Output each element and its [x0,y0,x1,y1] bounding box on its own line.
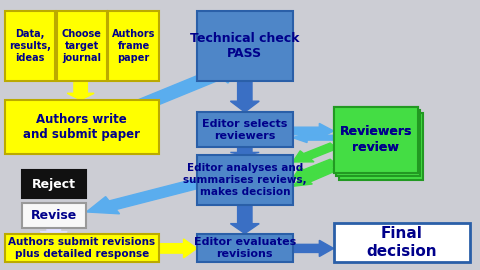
Text: Editor selects
reviewers: Editor selects reviewers [202,119,288,141]
FancyBboxPatch shape [108,11,159,81]
Polygon shape [86,179,200,214]
Text: Choose
target
journal: Choose target journal [62,29,102,63]
FancyBboxPatch shape [197,11,293,81]
FancyBboxPatch shape [334,223,470,262]
Polygon shape [230,205,259,234]
Text: Reviewers
review: Reviewers review [339,126,412,154]
Polygon shape [293,133,334,143]
Polygon shape [293,240,334,256]
Polygon shape [293,159,337,178]
Polygon shape [230,147,259,155]
FancyBboxPatch shape [334,107,418,173]
FancyBboxPatch shape [22,170,86,198]
FancyBboxPatch shape [57,11,107,81]
Text: Reviewers
review: Reviewers review [339,126,412,154]
Polygon shape [230,81,259,112]
FancyBboxPatch shape [334,107,418,173]
Text: Revise: Revise [31,209,77,222]
FancyBboxPatch shape [5,100,159,154]
Text: Authors
frame
paper: Authors frame paper [112,29,156,63]
Text: Editor evaluates
revisions: Editor evaluates revisions [193,237,296,259]
FancyBboxPatch shape [197,155,293,205]
Text: Authors write
and submit paper: Authors write and submit paper [24,113,140,141]
FancyBboxPatch shape [197,234,293,262]
Polygon shape [293,167,336,186]
Polygon shape [159,239,197,258]
FancyBboxPatch shape [5,234,159,262]
Text: Final
decision: Final decision [367,226,437,259]
Text: Data,
results,
ideas: Data, results, ideas [9,29,51,63]
FancyBboxPatch shape [336,110,420,176]
Polygon shape [76,65,240,134]
Text: Technical check
PASS: Technical check PASS [190,32,300,60]
FancyBboxPatch shape [22,202,86,228]
Polygon shape [293,143,337,162]
Polygon shape [40,228,67,234]
Polygon shape [67,81,94,100]
Text: Editor analyses and
summarises reviews,
makes decision: Editor analyses and summarises reviews, … [183,163,307,197]
Polygon shape [293,123,334,139]
Text: Reject: Reject [32,178,76,191]
FancyBboxPatch shape [5,11,55,81]
FancyBboxPatch shape [197,112,293,147]
Text: Authors submit revisions
plus detailed response: Authors submit revisions plus detailed r… [8,237,156,259]
FancyBboxPatch shape [339,113,423,180]
